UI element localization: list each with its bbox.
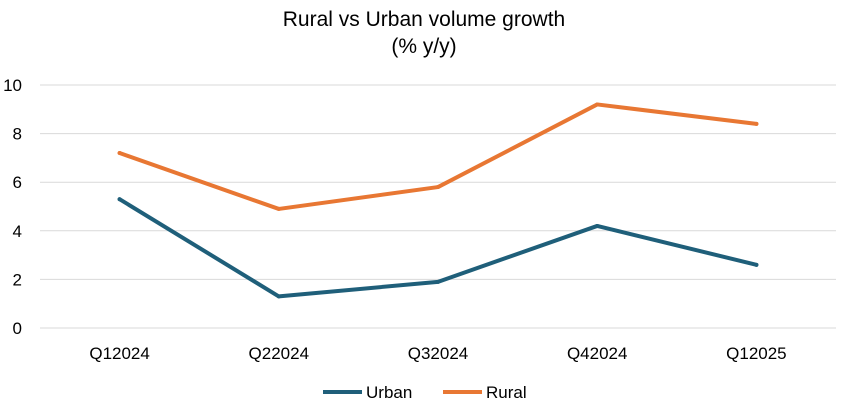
data-point-rural[interactable] — [436, 185, 440, 190]
gridlines — [40, 84, 836, 329]
x-tick-label: Q42024 — [567, 344, 628, 363]
y-tick-label: 4 — [13, 222, 22, 241]
x-tick-label: Q12025 — [726, 344, 787, 363]
data-point-rural[interactable] — [117, 151, 122, 156]
legend-item-rural[interactable]: Rural — [443, 383, 527, 402]
data-point-rural[interactable] — [595, 102, 600, 107]
legend-label-urban: Urban — [366, 383, 412, 402]
data-point-urban[interactable] — [754, 262, 759, 267]
chart-subtitle: (% y/y) — [391, 35, 456, 58]
y-tick-label: 0 — [13, 319, 22, 338]
series-lines — [117, 102, 759, 299]
legend-label-rural: Rural — [486, 383, 527, 402]
series-line-rural[interactable] — [117, 102, 759, 211]
chart-title: Rural vs Urban volume growth — [283, 8, 565, 31]
x-tick-label: Q32024 — [408, 344, 469, 363]
data-point-urban[interactable] — [595, 223, 600, 228]
legend: Urban Rural — [323, 383, 527, 402]
legend-item-urban[interactable]: Urban — [323, 383, 412, 402]
x-axis-ticks: Q12024 Q22024 Q32024 Q42024 Q12025 — [89, 344, 786, 363]
y-tick-label: 6 — [13, 173, 22, 192]
y-tick-label: 10 — [3, 76, 22, 95]
data-point-rural[interactable] — [754, 121, 759, 126]
data-point-urban[interactable] — [276, 294, 281, 299]
y-tick-label: 8 — [13, 125, 22, 144]
x-tick-label: Q12024 — [89, 344, 150, 363]
y-tick-label: 2 — [13, 270, 22, 289]
data-point-rural[interactable] — [276, 206, 281, 211]
data-point-urban[interactable] — [117, 197, 122, 202]
x-tick-label: Q22024 — [249, 344, 310, 363]
data-point-urban[interactable] — [436, 279, 440, 284]
y-axis-ticks: 0 2 4 6 8 10 — [3, 76, 22, 338]
